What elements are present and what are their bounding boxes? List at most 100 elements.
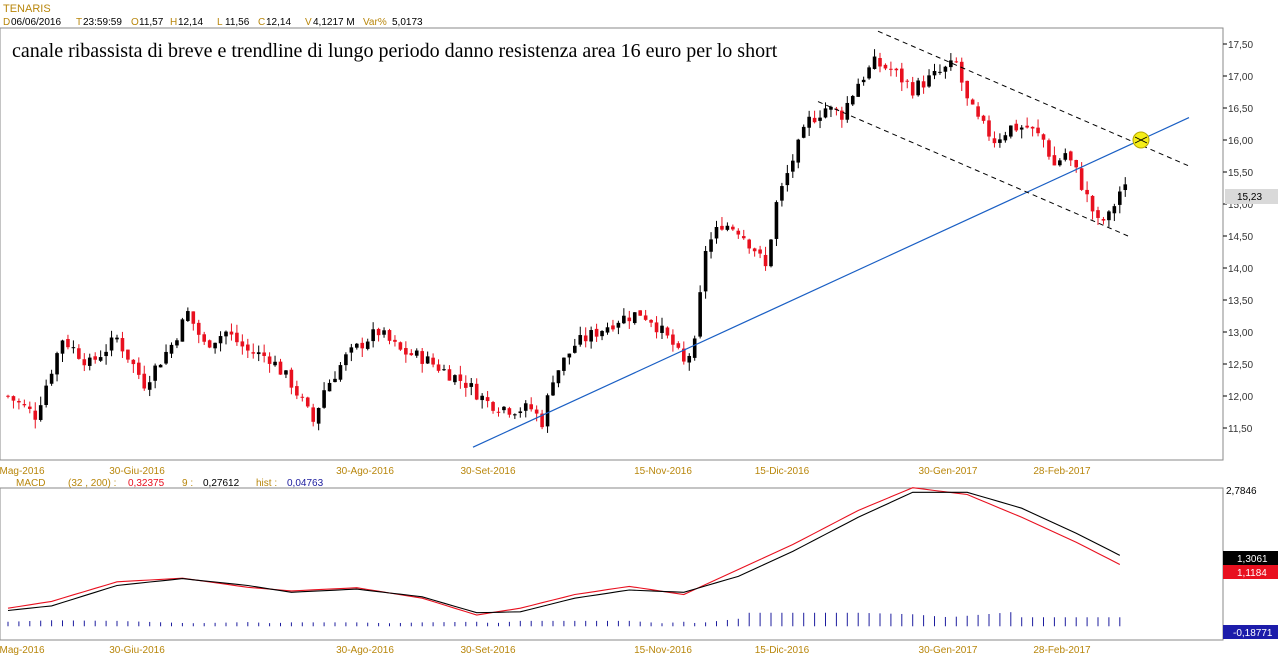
macd-name: MACD xyxy=(16,478,45,489)
var-label: Var% xyxy=(363,17,387,28)
candle-body xyxy=(175,340,179,346)
candle-body xyxy=(970,99,975,105)
candle-body xyxy=(965,80,969,99)
candle-body xyxy=(453,375,457,383)
candle-body xyxy=(147,382,152,390)
hist-last-value: -0,18771 xyxy=(1233,628,1273,639)
candle-body xyxy=(556,370,561,384)
candle-body xyxy=(605,327,610,333)
candle-body xyxy=(959,61,964,83)
candle-body xyxy=(1107,211,1111,221)
hist-value: 0,04763 xyxy=(287,478,324,489)
price-axis: 11,50 12,00 12,50 13,00 13,50 14,00 14,50 15,00… xyxy=(1223,40,1253,435)
candle-body xyxy=(235,332,239,343)
candle-body xyxy=(267,356,272,364)
macd-top-tick: 2,7846 xyxy=(1226,486,1257,497)
candle-body xyxy=(872,56,877,69)
y-tick-label: 12,00 xyxy=(1228,392,1253,403)
candle-body xyxy=(480,395,484,401)
candle-body xyxy=(818,117,822,121)
hist-last-badge xyxy=(1223,625,1278,639)
candle-body xyxy=(153,365,157,381)
candle-body xyxy=(49,373,54,384)
candle-body xyxy=(540,413,544,428)
symbol-label: TENARIS xyxy=(3,3,51,15)
candle-body xyxy=(1112,206,1117,214)
candle-body xyxy=(1019,127,1024,130)
candle-body xyxy=(769,239,773,267)
x-tick-label: 30-Ago-2016 xyxy=(336,466,394,477)
candle-body xyxy=(376,328,381,336)
candle-body xyxy=(355,343,359,348)
candle-body xyxy=(322,390,326,408)
candle-body xyxy=(1014,123,1019,131)
candle-body xyxy=(387,330,392,341)
candle-body xyxy=(861,79,866,83)
candle-body xyxy=(807,116,811,128)
x-tick-label: 30-Giu-2016 xyxy=(109,645,165,656)
candle-body xyxy=(627,317,632,322)
x-tick-label: 30-Ago-2016 xyxy=(336,645,394,656)
x-tick-label: 28-Feb-2017 xyxy=(1033,645,1091,656)
candle-body xyxy=(425,356,430,364)
candle-body xyxy=(420,351,424,364)
x-tick-label: 30-Gen-2017 xyxy=(919,645,978,656)
candle-body xyxy=(823,108,828,118)
y-tick-label: 14,00 xyxy=(1228,264,1253,275)
candle-body xyxy=(736,230,741,235)
candle-body xyxy=(218,336,223,344)
candle-body xyxy=(196,322,201,335)
candle-body xyxy=(665,327,670,336)
candle-body xyxy=(22,404,27,406)
candle-body xyxy=(38,405,43,420)
candle-body xyxy=(28,406,32,409)
candle-body xyxy=(246,344,250,351)
candle-body xyxy=(638,310,642,316)
long-term-trendline xyxy=(472,117,1190,448)
candle-body xyxy=(763,254,768,267)
candle-body xyxy=(998,139,1002,143)
candle-body xyxy=(534,409,539,414)
candle-body xyxy=(932,70,937,76)
x-tick-label: 15-Nov-2016 xyxy=(634,466,692,477)
candle-body xyxy=(1123,184,1128,191)
signal-value: 0,27612 xyxy=(203,478,240,489)
price-panel xyxy=(0,27,1224,461)
candle-body xyxy=(11,396,16,401)
candle-body xyxy=(529,404,533,410)
signal-last-value: 1,1184 xyxy=(1237,568,1267,579)
y-tick-label: 17,00 xyxy=(1228,72,1253,83)
candle-body xyxy=(240,341,245,347)
candle-body xyxy=(589,330,593,342)
candle-body xyxy=(622,315,626,324)
candle-body xyxy=(976,106,980,117)
candle-body xyxy=(720,225,724,230)
y-tick-label: 15,00 xyxy=(1228,200,1253,211)
candle-body xyxy=(687,355,692,363)
candle-body xyxy=(523,403,528,411)
candle-body xyxy=(82,359,87,366)
candle-body xyxy=(649,319,653,323)
candle-body xyxy=(1079,168,1084,190)
x-tick-label: 30-Set-2016 xyxy=(460,645,515,656)
h-value: 12,14 xyxy=(178,17,203,28)
x-tick-label: 30-Set-2016 xyxy=(460,466,515,477)
candle-body xyxy=(840,110,844,120)
candle-body xyxy=(60,340,65,354)
candle-body xyxy=(1052,155,1057,166)
candle-body xyxy=(578,335,583,345)
candle-body xyxy=(698,292,702,337)
candle-body xyxy=(927,75,931,87)
candle-body xyxy=(1036,127,1040,134)
candle-body xyxy=(1101,218,1106,221)
candle-body xyxy=(829,106,833,110)
candle-body xyxy=(289,369,294,388)
macd-last-value: 1,3061 xyxy=(1237,554,1268,565)
candle-body xyxy=(126,349,130,360)
candle-body xyxy=(300,396,305,398)
candle-body xyxy=(1025,125,1029,128)
candle-body xyxy=(311,407,315,422)
h-label: H xyxy=(170,17,177,28)
candle-body xyxy=(992,138,997,144)
x-tick-label: 15-Nov-2016 xyxy=(634,645,692,656)
